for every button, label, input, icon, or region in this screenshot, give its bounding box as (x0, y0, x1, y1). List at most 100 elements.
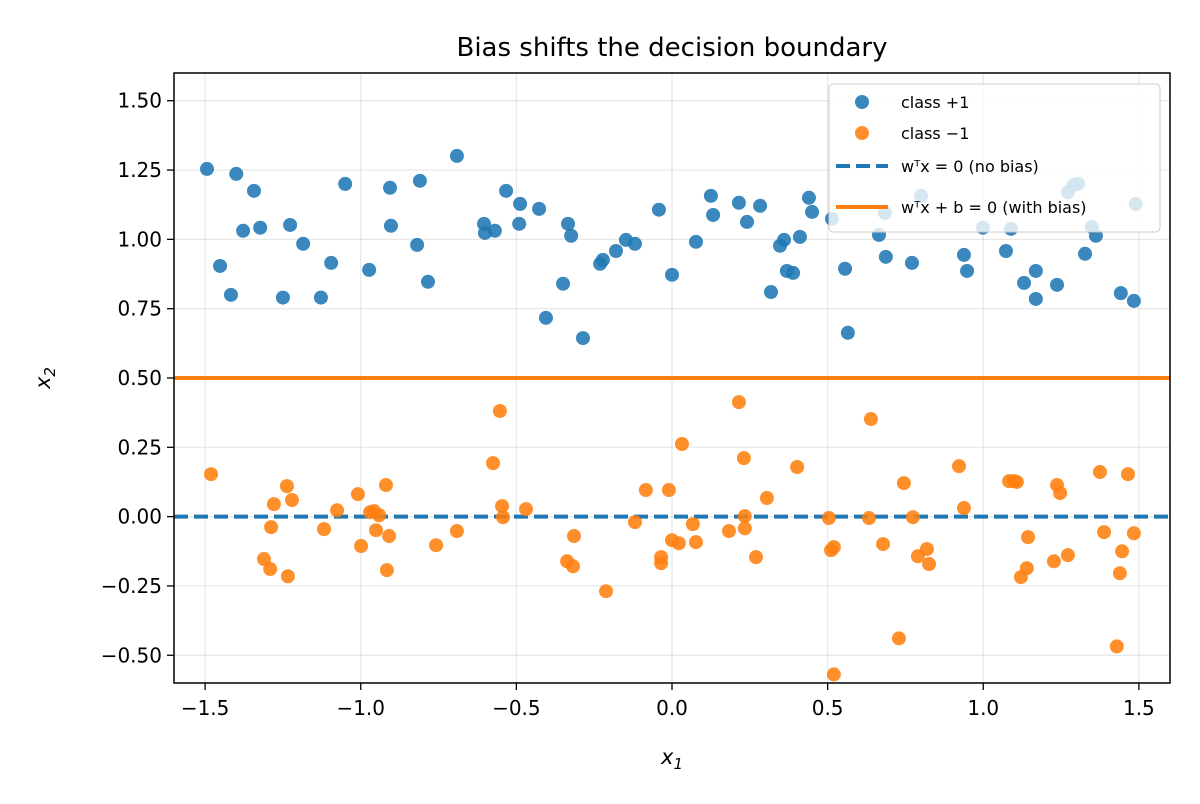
point-class-pos (998, 244, 1013, 259)
x-tick-label: −0.5 (492, 696, 541, 720)
legend-label: class −1 (901, 124, 969, 143)
boundary-lines (174, 376, 1170, 519)
point-class-neg (826, 540, 841, 555)
point-class-neg (378, 478, 393, 493)
point-class-pos (688, 234, 703, 249)
x-tick-label: 1.0 (967, 696, 999, 720)
legend-label: class +1 (901, 93, 969, 112)
point-class-pos (512, 216, 527, 231)
point-class-neg (429, 538, 444, 553)
point-class-neg (354, 539, 369, 554)
x-tick-label: −1.0 (336, 696, 385, 720)
point-class-pos (275, 290, 290, 305)
point-class-neg (264, 520, 279, 535)
point-class-pos (595, 252, 610, 267)
x-axis-label: x1 (660, 745, 683, 773)
point-class-pos (199, 161, 214, 176)
point-class-neg (1046, 554, 1061, 569)
point-class-neg (905, 510, 920, 525)
point-class-pos (556, 276, 571, 291)
point-class-pos (1113, 286, 1128, 301)
y-tick-label: 0.25 (117, 435, 162, 459)
point-class-pos (1028, 291, 1043, 306)
point-class-neg (449, 524, 464, 539)
point-class-neg (566, 529, 581, 544)
point-class-pos (840, 325, 855, 340)
point-class-pos (532, 201, 547, 216)
point-class-pos (1028, 263, 1043, 278)
y-tick-label: 1.00 (117, 227, 162, 251)
point-class-pos (213, 258, 228, 273)
point-class-neg (330, 503, 345, 518)
point-class-pos (362, 262, 377, 277)
point-class-pos (449, 148, 464, 163)
point-class-pos (324, 255, 339, 270)
point-class-pos (223, 287, 238, 302)
x-tick-label: 0.0 (656, 696, 688, 720)
y-tick-label: 0.75 (117, 297, 162, 321)
point-class-neg (688, 535, 703, 550)
point-class-neg (896, 476, 911, 491)
y-tick-label: 0.50 (117, 366, 162, 390)
point-class-neg (731, 395, 746, 410)
point-class-neg (674, 436, 689, 451)
legend-label: wᵀx + b = 0 (with bias) (901, 198, 1087, 217)
y-tick-label: 1.25 (117, 158, 162, 182)
point-class-neg (495, 499, 510, 514)
point-class-neg (379, 563, 394, 578)
point-class-neg (266, 497, 281, 512)
point-class-neg (369, 523, 384, 538)
point-class-pos (283, 217, 298, 232)
legend-box (828, 83, 1161, 233)
point-class-pos (792, 229, 807, 244)
x-tick-label: 1.5 (1123, 696, 1155, 720)
point-class-pos (763, 285, 778, 300)
point-class-neg (1009, 474, 1024, 489)
point-class-neg (486, 456, 501, 471)
point-class-pos (538, 310, 553, 325)
point-class-neg (519, 502, 534, 517)
point-class-pos (805, 204, 820, 219)
point-class-pos (956, 247, 971, 262)
point-class-neg (1021, 530, 1036, 545)
point-class-pos (1078, 246, 1093, 261)
point-class-neg (566, 559, 581, 574)
point-class-pos (513, 196, 528, 211)
point-class-pos (499, 183, 514, 198)
point-class-neg (661, 483, 676, 498)
point-class-neg (350, 487, 365, 502)
point-class-neg (284, 493, 299, 507)
point-class-pos (313, 290, 328, 305)
legend-label: wᵀx = 0 (no bias) (901, 157, 1039, 176)
point-class-pos (487, 223, 502, 238)
point-class-neg (256, 552, 271, 567)
point-class-neg (1109, 639, 1124, 654)
point-class-neg (862, 511, 877, 526)
point-class-neg (1053, 486, 1068, 501)
point-class-pos (786, 265, 801, 280)
y-tick-label: −0.25 (101, 574, 162, 598)
point-class-neg (956, 501, 971, 516)
point-class-pos (706, 207, 721, 222)
point-class-neg (495, 510, 510, 525)
point-class-pos (627, 236, 642, 251)
legend-marker (855, 126, 869, 140)
point-class-neg (876, 537, 891, 552)
point-class-neg (204, 467, 219, 482)
point-class-pos (561, 216, 576, 231)
point-class-pos (777, 232, 792, 247)
point-class-neg (263, 562, 278, 577)
point-class-neg (863, 412, 878, 427)
point-class-pos (1017, 275, 1032, 290)
point-class-neg (1019, 561, 1034, 576)
y-tick-label: 1.50 (117, 89, 162, 113)
point-class-neg (1097, 525, 1112, 540)
point-class-pos (410, 237, 425, 252)
point-class-neg (736, 451, 751, 466)
point-class-neg (1112, 566, 1127, 581)
point-class-neg (951, 459, 966, 474)
point-class-pos (608, 244, 623, 259)
point-class-neg (382, 529, 397, 544)
point-class-neg (826, 667, 841, 682)
point-class-pos (575, 331, 590, 346)
